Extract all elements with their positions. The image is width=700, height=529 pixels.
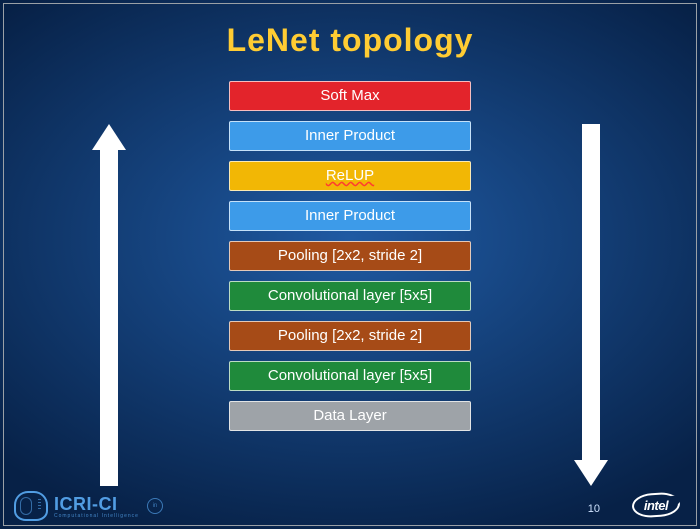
page-number: 10 [588, 503, 600, 515]
icri-text-block: ICRI-CI Computational Intelligence [54, 494, 139, 519]
ring-icon: in [147, 498, 163, 514]
intel-logo: intel [630, 491, 682, 519]
arrow-head-icon [574, 460, 608, 486]
slide: LeNet topology FORWARD BACKWARD Soft Max… [0, 0, 700, 529]
layer-box: Convolutional layer [5x5] [229, 281, 471, 311]
brain-icon [14, 491, 48, 521]
arrow-head-icon [92, 124, 126, 150]
layer-box: Soft Max [229, 81, 471, 111]
icri-text: ICRI-CI [54, 494, 139, 515]
forward-label: FORWARD [97, 263, 114, 354]
layer-box: Inner Product [229, 121, 471, 151]
icri-subtext: Computational Intelligence [54, 513, 139, 519]
slide-title: LeNet topology [227, 22, 474, 59]
layer-box: ReLUP [229, 161, 471, 191]
intel-text: intel [644, 498, 668, 513]
layer-box: Pooling [2x2, stride 2] [229, 241, 471, 271]
layer-box: Pooling [2x2, stride 2] [229, 321, 471, 351]
icri-logo: ICRI-CI Computational Intelligence in [14, 491, 163, 521]
layer-box: Convolutional layer [5x5] [229, 361, 471, 391]
layer-stack: Soft Max Inner Product ReLUP Inner Product P… [229, 81, 471, 431]
layer-box: Data Layer [229, 401, 471, 431]
layer-box: Inner Product [229, 201, 471, 231]
backward-label: BACKWARD [587, 256, 604, 361]
